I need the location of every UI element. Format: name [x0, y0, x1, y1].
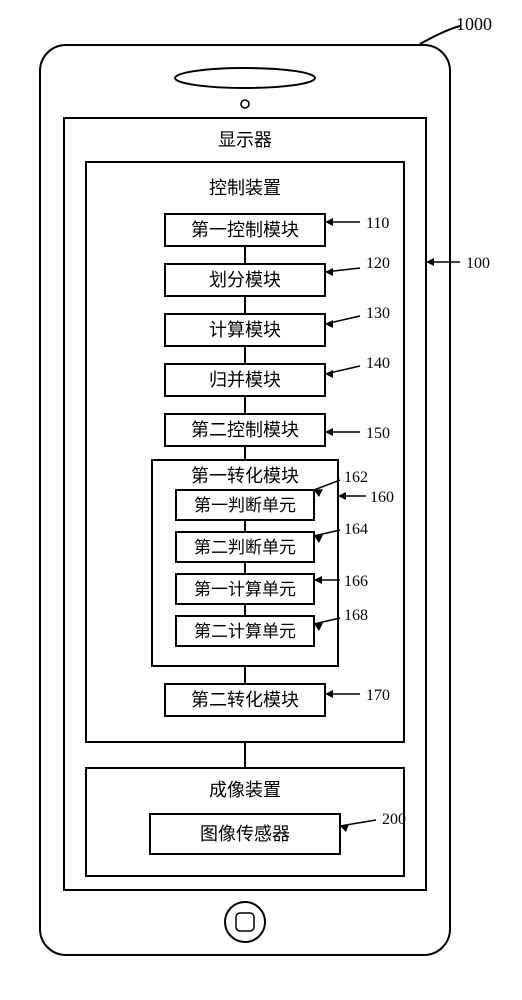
module-168: 第二计算单元 168 — [176, 607, 368, 646]
imaging-device-label: 成像装置 — [209, 780, 281, 800]
module-120-label: 划分模块 — [209, 270, 281, 290]
ref-200: 200 — [382, 811, 406, 828]
ref-162: 162 — [344, 469, 368, 486]
module-140-label: 归并模块 — [209, 370, 281, 390]
module-130: 计算模块 130 — [165, 305, 390, 346]
control-device-label: 控制装置 — [209, 178, 281, 198]
module-166-label: 第一计算单元 — [194, 580, 296, 599]
module-110: 第一控制模块 110 — [165, 214, 389, 246]
module-200-label: 图像传感器 — [200, 824, 290, 844]
ref-120: 120 — [366, 255, 390, 272]
module-168-label: 第二计算单元 — [194, 622, 296, 641]
leader-100-arrow — [426, 258, 434, 266]
figure-number-label: 1000 — [456, 14, 492, 35]
ref-166: 166 — [344, 573, 368, 590]
ref-160: 160 — [370, 489, 394, 506]
diagram-svg: 显示器 100 控制装置 第一控制模块 110 划分模块 120 计算模块 13… — [0, 0, 522, 1000]
leader-1000 — [420, 26, 460, 44]
module-166: 第一计算单元 166 — [176, 573, 368, 604]
module-170-label: 第二转化模块 — [191, 690, 299, 710]
ref-150: 150 — [366, 425, 390, 442]
module-140: 归并模块 140 — [165, 355, 390, 396]
module-130-label: 计算模块 — [209, 320, 281, 340]
module-164: 第二判断单元 164 — [176, 521, 368, 562]
ref-168: 168 — [344, 607, 368, 624]
module-200: 图像传感器 200 — [150, 811, 406, 854]
module-110-label: 第一控制模块 — [191, 220, 299, 240]
ref-110: 110 — [366, 215, 389, 232]
display-label: 显示器 — [218, 130, 272, 150]
module-120: 划分模块 120 — [165, 255, 390, 296]
module-164-label: 第二判断单元 — [194, 538, 296, 557]
module-170: 第二转化模块 170 — [165, 684, 390, 716]
phone-speaker — [175, 68, 315, 88]
ref-140: 140 — [366, 355, 390, 372]
module-150-label: 第二控制模块 — [191, 420, 299, 440]
phone-camera-dot — [241, 100, 249, 108]
module-150: 第二控制模块 150 — [165, 414, 390, 446]
figure-number-text: 1000 — [456, 14, 492, 34]
ref-130: 130 — [366, 305, 390, 322]
ref-100: 100 — [466, 255, 490, 272]
module-162-label: 第一判断单元 — [194, 496, 296, 515]
home-button-inner — [236, 913, 254, 931]
ref-170: 170 — [366, 687, 390, 704]
ref-164: 164 — [344, 521, 368, 538]
home-button-outer — [225, 902, 265, 942]
module-160-label: 第一转化模块 — [191, 466, 299, 486]
